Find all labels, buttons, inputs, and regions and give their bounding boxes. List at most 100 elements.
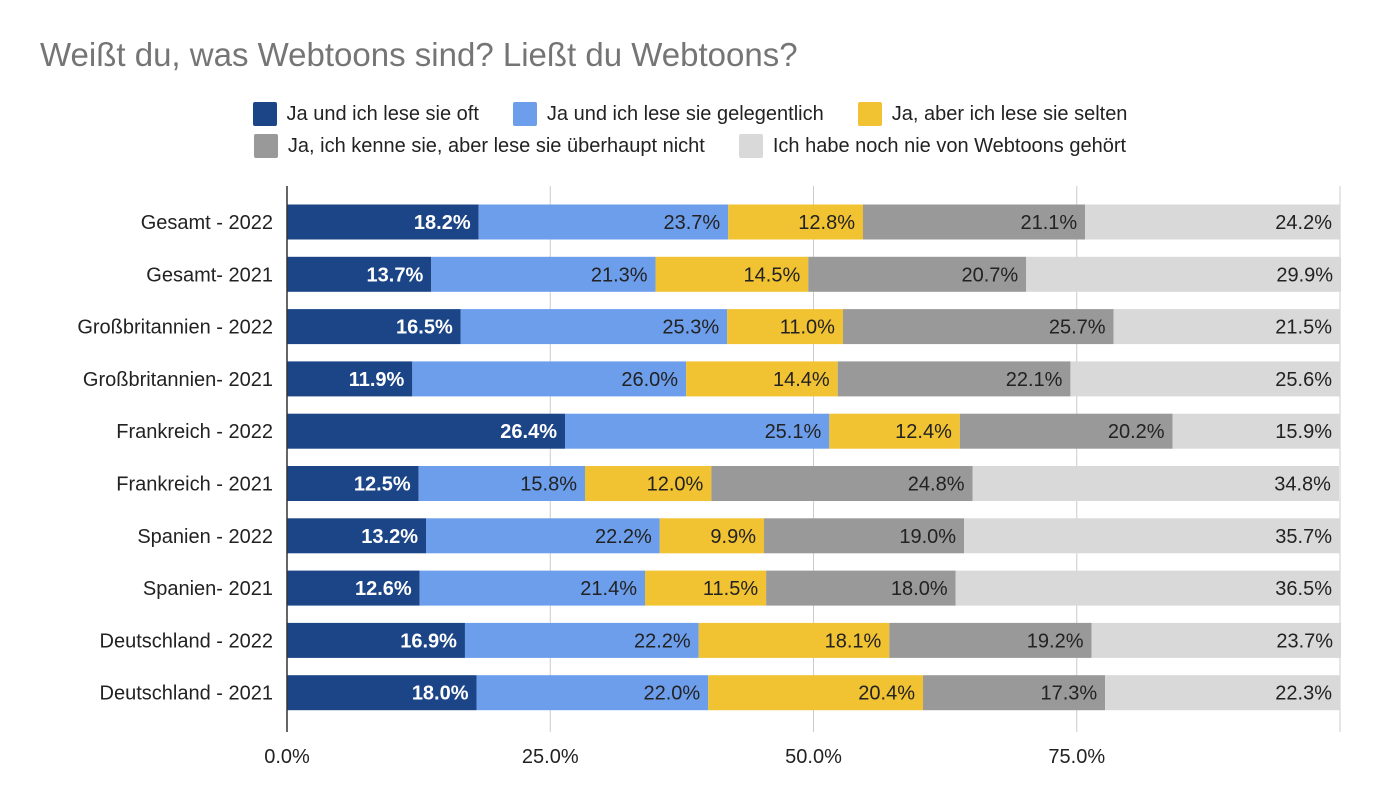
legend-item-occasionally[interactable]: Ja und ich lese sie gelegentlich [512,102,824,126]
bar-segment[interactable] [764,518,965,554]
data-label: 22.2% [634,630,691,652]
data-label: 11.9% [349,369,405,391]
legend-item-never-read[interactable]: Ja, ich kenne sie, aber lese sie überhau… [253,134,705,158]
legend-label-never-read: Ja, ich kenne sie, aber lese sie überhau… [287,134,705,157]
bar-segment[interactable] [287,256,432,292]
data-label: 12.0% [647,474,704,496]
bar-segment[interactable] [287,570,420,606]
data-label: 21.1% [1020,212,1077,234]
legend-label-never-heard: Ich habe noch nie von Webtoons gehört [772,134,1127,157]
legend-item-never-heard[interactable]: Ich habe noch nie von Webtoons gehört [738,134,1127,158]
data-label: 14.5% [744,264,801,286]
data-label: 16.5% [396,317,453,339]
category-label: Spanien- 2021 [143,578,273,600]
data-label: 17.3% [1040,683,1097,705]
bar-segment[interactable] [645,570,767,606]
data-label: 15.9% [1275,421,1332,443]
bar-segment[interactable] [842,309,1114,345]
data-label: 13.7% [367,264,424,286]
data-label: 20.7% [961,264,1018,286]
bar-segment[interactable] [412,361,687,397]
bar-segment[interactable] [708,675,924,711]
bar-segment[interactable] [766,570,956,606]
legend-swatch-often [252,102,277,126]
category-label: Frankreich - 2021 [116,474,273,496]
data-label: 34.8% [1274,474,1331,496]
bar-segment[interactable] [862,204,1086,240]
data-label: 36.5% [1275,578,1332,600]
bar-segment[interactable] [584,466,712,501]
legend-item-rarely[interactable]: Ja, aber ich lese sie selten [857,102,1128,126]
bar-segment[interactable] [464,622,699,658]
bar-segment[interactable] [955,570,1340,606]
data-label: 21.5% [1275,317,1332,339]
bar-segment[interactable] [564,413,830,449]
data-label: 11.0% [780,317,835,339]
bar-segment[interactable] [1070,361,1340,397]
legend-swatch-never-read [253,134,278,158]
data-label: 20.4% [858,683,915,705]
bar-segment[interactable] [698,622,890,658]
bar-segment[interactable] [1105,675,1340,711]
category-label: Großbritannien- 2021 [83,369,273,391]
bar-segment[interactable] [964,518,1340,554]
bar-segment[interactable] [659,518,765,554]
legend-item-often[interactable]: Ja und ich lese sie oft [252,102,479,126]
bar-segment[interactable] [1091,622,1342,658]
bar-segment[interactable] [655,256,809,292]
bar-segment[interactable] [972,466,1339,501]
data-label: 19.2% [1027,630,1084,652]
bar-segment[interactable] [431,256,656,292]
category-label: Frankreich - 2022 [116,421,273,443]
bar-segment[interactable] [419,570,646,606]
bar-segment[interactable] [808,256,1027,292]
data-label: 24.8% [908,474,965,496]
data-label: 19.0% [899,526,956,548]
legend-label-rarely: Ja, aber ich lese sie selten [891,102,1128,125]
bar-segment[interactable] [287,204,479,240]
data-label: 18.0% [412,683,469,705]
legend-swatch-occasionally [512,102,537,126]
bar-segment[interactable] [287,675,477,711]
category-label: Gesamt - 2022 [141,212,273,234]
bar-segment[interactable] [287,466,419,501]
data-label: 12.5% [354,474,411,496]
bar-segment[interactable] [923,675,1106,711]
bar-segment[interactable] [686,361,838,397]
data-label: 23.7% [663,212,720,234]
bar-segment[interactable] [1085,204,1340,240]
data-label: 25.1% [765,421,822,443]
legend-label-occasionally: Ja und ich lese sie gelegentlich [546,102,824,125]
data-label: 14.4% [773,369,830,391]
bar-segment[interactable] [476,675,709,711]
data-label: 9.9% [710,526,756,548]
bar-segment[interactable] [728,204,863,240]
x-tick-label: 75.0% [1048,746,1105,768]
bar-segment[interactable] [418,466,585,501]
bar-segment[interactable] [1113,309,1340,345]
legend-swatch-rarely [857,102,882,126]
bar-segment[interactable] [711,466,973,501]
bar-segment[interactable] [460,309,728,345]
bar-segment[interactable] [287,361,413,397]
bar-segment[interactable] [425,518,660,554]
data-label: 22.3% [1275,683,1332,705]
legend-row-2: Ja, ich kenne sie, aber lese sie überhau… [0,134,1380,158]
data-label: 26.4% [500,421,557,443]
bar-segment[interactable] [287,413,565,449]
data-label: 26.0% [621,369,678,391]
bar-segment[interactable] [959,413,1173,449]
data-label: 18.2% [414,212,471,234]
bar-segment[interactable] [478,204,729,240]
bar-segment[interactable] [287,309,461,345]
bar-segment[interactable] [287,622,465,658]
bar-segment[interactable] [1172,413,1340,449]
bar-segment[interactable] [727,309,843,345]
bar-segment[interactable] [829,413,960,449]
bar-segment[interactable] [837,361,1071,397]
bar-segment[interactable] [287,518,426,554]
bar-segment[interactable] [889,622,1092,658]
bar-segment[interactable] [1026,256,1342,292]
data-label: 25.6% [1275,369,1332,391]
